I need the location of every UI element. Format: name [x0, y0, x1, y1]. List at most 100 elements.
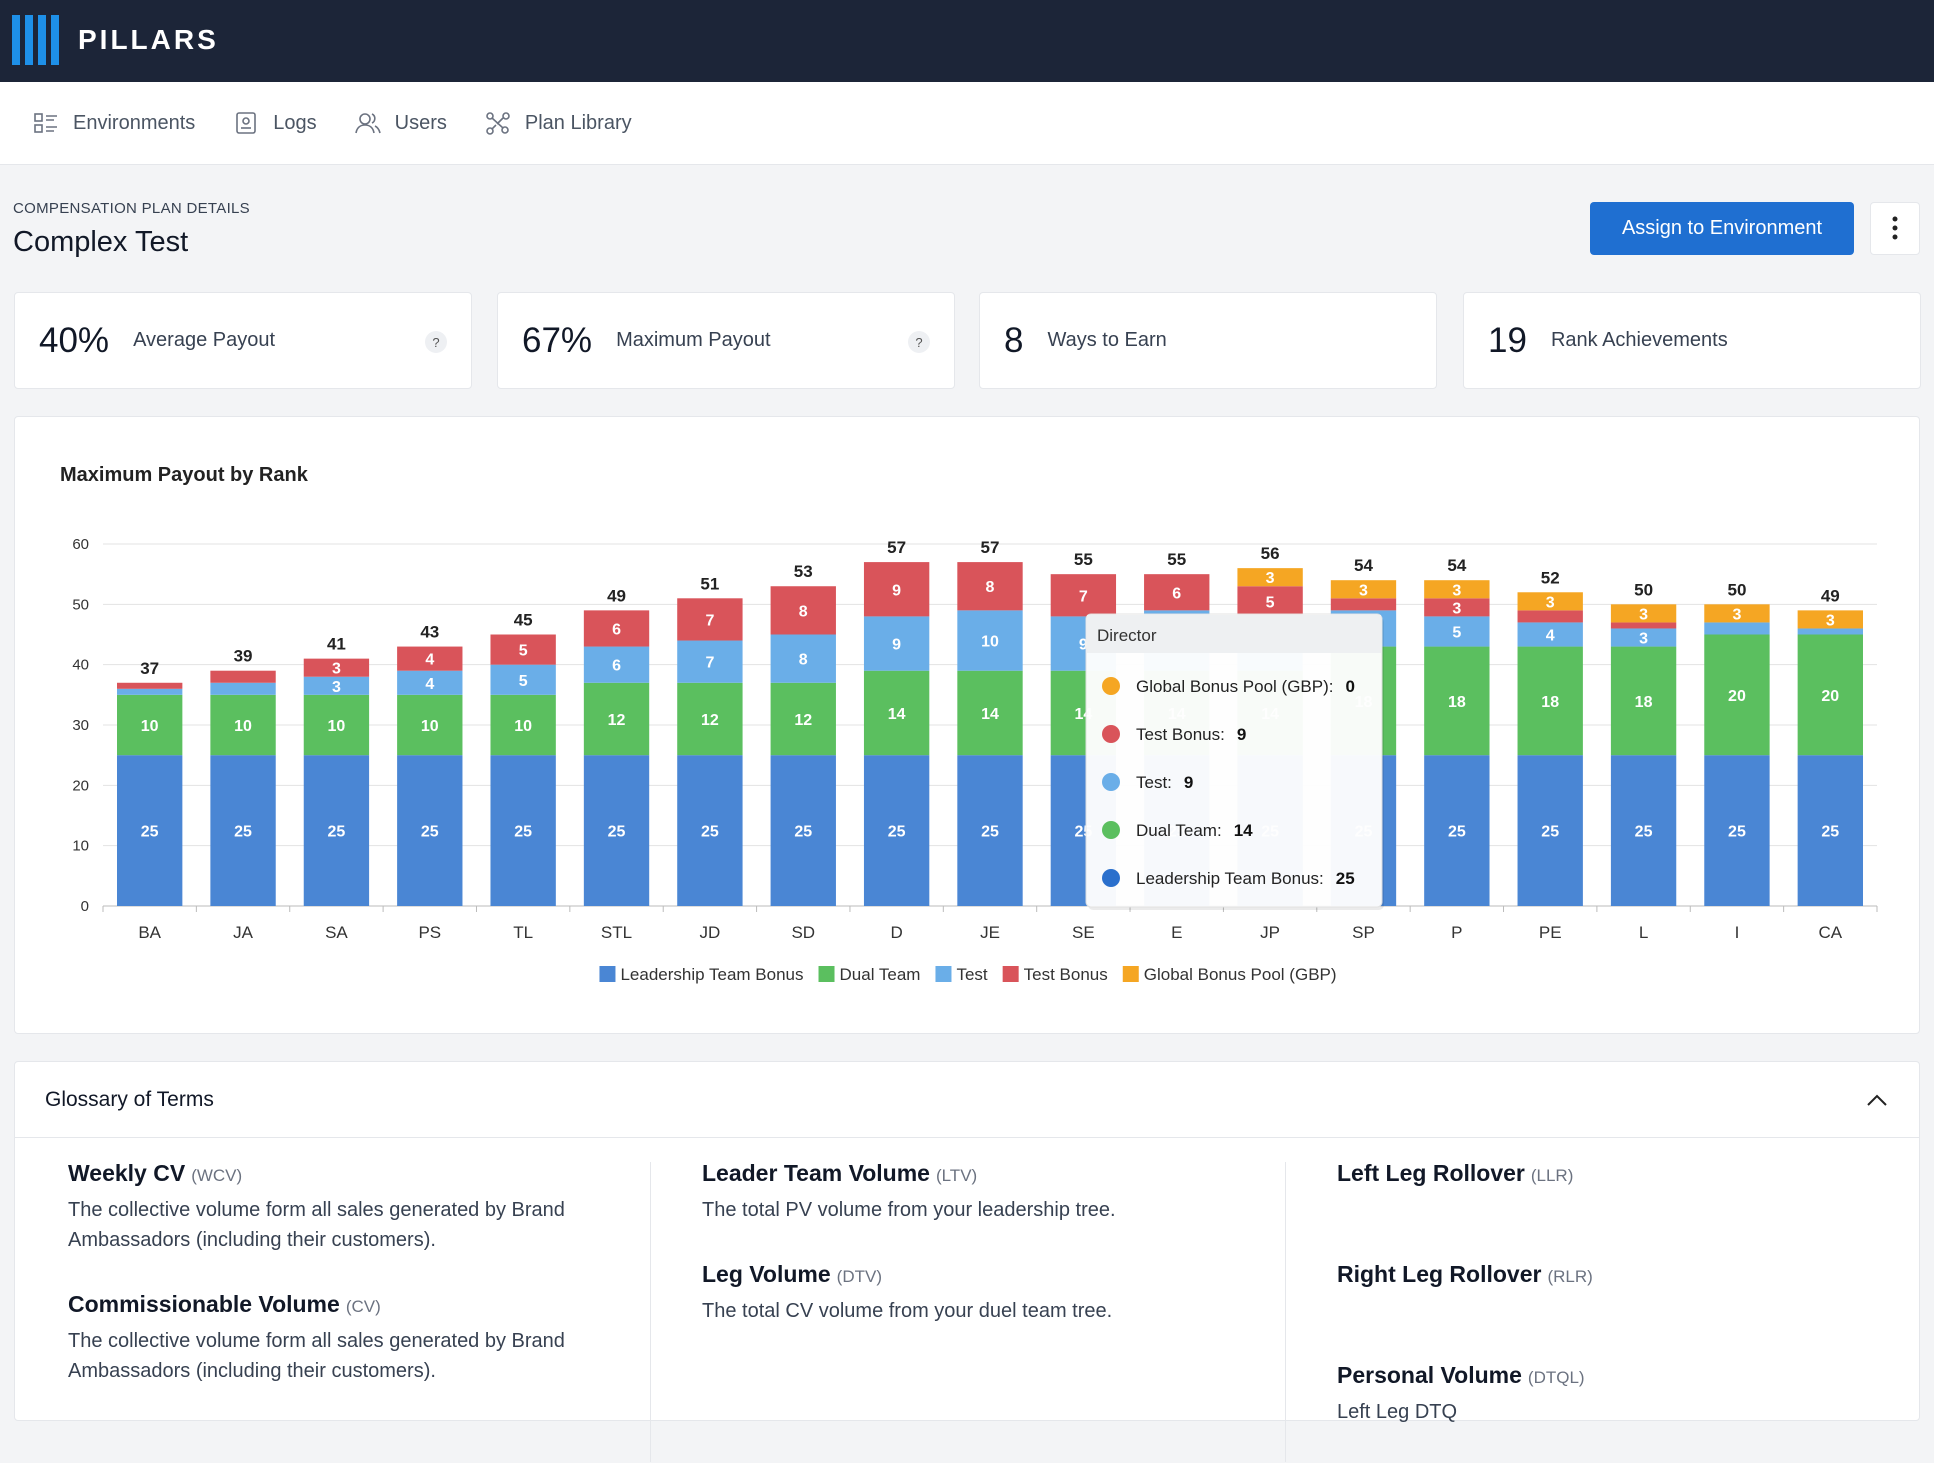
eyebrow: COMPENSATION PLAN DETAILS [13, 200, 250, 217]
segment-label: 4 [425, 652, 434, 669]
legend-label: Leadership Team Bonus [620, 965, 803, 984]
y-tick-label: 50 [72, 596, 89, 613]
bar-segment [1424, 755, 1490, 906]
legend-label: Global Bonus Pool (GBP) [1144, 965, 1337, 984]
tooltip-label: Global Bonus Pool (GBP): [1136, 677, 1333, 696]
segment-label: 5 [1266, 594, 1275, 611]
segment-label: 25 [1448, 824, 1466, 841]
total-label: 37 [140, 659, 159, 678]
segment-label: 12 [701, 712, 719, 729]
tooltip-label: Test: [1136, 773, 1172, 792]
bar-segment [1704, 755, 1770, 906]
segment-label: 20 [1728, 688, 1746, 705]
segment-label: 25 [421, 824, 439, 841]
term: Personal Volume [1337, 1362, 1522, 1388]
nav-bar: Environments Logs Users Plan Library [0, 82, 1934, 165]
x-tick-label: JD [700, 923, 721, 942]
bar-segment [490, 755, 556, 906]
x-tick-label: JP [1260, 923, 1280, 942]
stat-value: 8 [1004, 320, 1024, 360]
nav-item[interactable]: Users [354, 111, 447, 135]
bar-segment [1517, 646, 1583, 756]
bar-segment [583, 646, 650, 683]
total-label: 52 [1541, 568, 1560, 587]
icon [34, 113, 57, 133]
bar-segment [1610, 646, 1677, 756]
divider [1285, 1162, 1286, 1462]
segment-label: 25 [514, 824, 532, 841]
x-tick-label: BA [138, 923, 161, 942]
tooltip: Director Global Bonus Pool (GBP): 0 Test Bo… [1085, 613, 1384, 910]
legend-label: Test [956, 965, 987, 984]
term-row: Weekly CV (WCV) [68, 1160, 598, 1187]
more-button[interactable] [1870, 202, 1920, 255]
tooltip-value: 9 [1184, 773, 1193, 792]
collapse-icon[interactable] [1865, 1092, 1889, 1108]
glossary-column: Left Leg Rollover (LLR) Right Leg Rollover… [1337, 1160, 1867, 1463]
total-label: 57 [981, 538, 1000, 557]
bar-segment [863, 670, 930, 756]
bar-segment [117, 755, 183, 906]
bar-segment [1517, 622, 1583, 647]
segment-label: 25 [141, 824, 159, 841]
tooltip-dot [1102, 677, 1120, 695]
abbr: (DTV) [836, 1267, 882, 1286]
stat-label: Ways to Earn [1047, 329, 1167, 351]
segment-label: 14 [888, 706, 906, 723]
total-label: 57 [887, 538, 906, 557]
term: Commissionable Volume [68, 1291, 340, 1317]
nav-item[interactable]: Plan Library [485, 111, 632, 135]
tooltip-label: Test Bonus: [1136, 725, 1225, 744]
assign-button[interactable]: Assign to Environment [1590, 202, 1854, 255]
stat-label: Rank Achievements [1550, 329, 1728, 351]
bar-segment [490, 694, 556, 756]
y-tick-label: 60 [72, 536, 89, 553]
nav-label: Environments [73, 111, 196, 134]
segment-label: 9 [892, 582, 901, 599]
nav-item[interactable]: Logs [233, 111, 317, 135]
segment-label: 6 [1172, 585, 1181, 602]
glossary-item: Left Leg Rollover (LLR) [1337, 1160, 1867, 1225]
bar-segment [1610, 628, 1677, 647]
x-tick-label: JA [233, 923, 254, 942]
x-tick-label: PE [1539, 923, 1562, 942]
tooltip-box [1085, 613, 1383, 908]
segment-label: 3 [1359, 582, 1368, 599]
bar-segment [397, 694, 463, 756]
total-label: 43 [420, 623, 439, 642]
segment-label: 7 [705, 655, 714, 672]
stat-label: Maximum Payout [616, 329, 771, 351]
description: The total CV volume from your duel team … [702, 1300, 1113, 1322]
segment-label: 14 [981, 706, 999, 723]
bar-segment [303, 676, 370, 695]
segment-label: 8 [799, 652, 808, 669]
segment-label: 10 [234, 718, 252, 735]
bar-segment [117, 688, 183, 695]
y-tick-label: 20 [72, 777, 89, 794]
segment-label: 3 [1639, 631, 1648, 648]
total-label: 54 [1447, 556, 1466, 575]
description [1337, 1296, 1867, 1326]
bar-segment [583, 610, 650, 647]
term-row: Personal Volume (DTQL) [1337, 1362, 1867, 1389]
stat-value: 67% [522, 320, 593, 360]
tooltip-label: Dual Team: [1136, 821, 1222, 840]
x-tick-label: SA [325, 923, 348, 942]
nav-item[interactable]: Environments [33, 111, 195, 135]
nav-label: Users [394, 111, 447, 134]
segment-label: 3 [1452, 582, 1461, 599]
bar-segment [1610, 755, 1677, 906]
bar-segment [957, 755, 1023, 906]
glossary-column: Weekly CV (WCV) The collective volume form… [68, 1160, 598, 1422]
bar-segment [490, 664, 556, 695]
bar-segment [770, 682, 836, 756]
term-row: Left Leg Rollover (LLR) [1337, 1160, 1867, 1187]
tooltip-dot [1102, 821, 1120, 839]
stat-card: 8 Ways to Earn [979, 292, 1437, 389]
segment-label: 6 [612, 621, 621, 638]
tooltip-dot [1102, 725, 1120, 743]
segment-label: 5 [519, 643, 528, 660]
segment-label: 25 [794, 824, 812, 841]
description: The total PV volume from your leadership… [702, 1199, 1116, 1221]
bar-segment [1237, 568, 1303, 587]
